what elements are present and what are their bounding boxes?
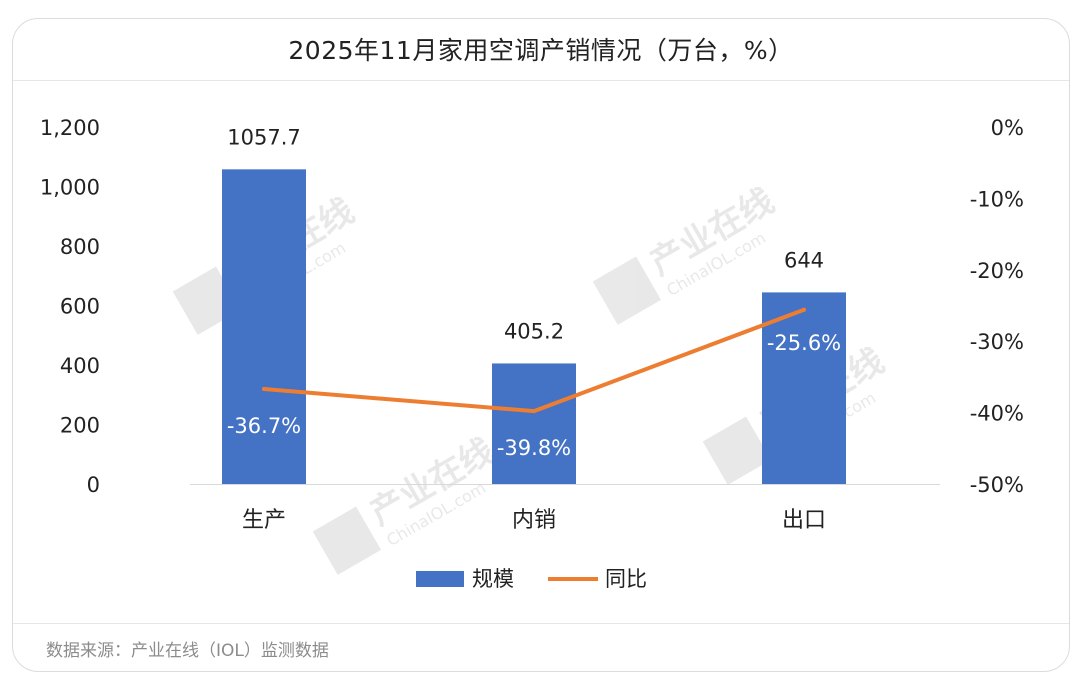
chart-title: 2025年11月家用空调产销情况（万台，%） xyxy=(288,36,794,65)
line-point xyxy=(262,387,266,392)
line-value-label: -36.7% xyxy=(227,414,301,438)
legend-label-line: 同比 xyxy=(605,567,647,591)
title-divider xyxy=(13,80,1069,81)
y-right-tick-label: 0% xyxy=(991,116,1024,140)
line-point xyxy=(802,307,806,312)
y-right-tick-label: -50% xyxy=(970,473,1024,497)
y-left-tick-label: 800 xyxy=(60,235,100,259)
bar-value-label: 644 xyxy=(784,248,824,272)
line-point xyxy=(532,409,536,414)
x-category-label: 出口 xyxy=(782,508,826,533)
line-value-label: -39.8% xyxy=(497,436,571,460)
bar-value-label: 405.2 xyxy=(504,319,564,343)
bar xyxy=(762,292,846,484)
y-right-tick-label: -10% xyxy=(970,187,1024,211)
footer-divider xyxy=(13,623,1069,624)
y-right-tick-label: -40% xyxy=(970,402,1024,426)
x-category-label: 生产 xyxy=(242,508,286,533)
y-left-tick-label: 0 xyxy=(87,473,100,497)
y-left-tick-label: 400 xyxy=(60,354,100,378)
y-left-tick-label: 1,200 xyxy=(40,116,100,140)
legend-label-bar: 规模 xyxy=(472,567,514,591)
x-category-label: 内销 xyxy=(512,508,556,533)
bar xyxy=(492,363,576,484)
y-right-tick-label: -30% xyxy=(970,330,1024,354)
y-left-tick-label: 600 xyxy=(60,295,100,319)
watermark-logo xyxy=(592,256,662,325)
y-left-tick-label: 200 xyxy=(60,414,100,438)
legend-swatch-bar xyxy=(416,571,464,587)
bar-value-label: 1057.7 xyxy=(227,125,300,149)
bar xyxy=(222,169,306,485)
line-value-label: -25.6% xyxy=(767,331,841,355)
watermark-logo xyxy=(312,506,382,575)
y-right-tick-label: -20% xyxy=(970,259,1024,283)
source-note: 数据来源：产业在线（IOL）监测数据 xyxy=(46,641,329,661)
chart-card xyxy=(12,18,1070,672)
y-left-tick-label: 1,000 xyxy=(40,176,100,200)
watermark-logo xyxy=(702,416,772,485)
